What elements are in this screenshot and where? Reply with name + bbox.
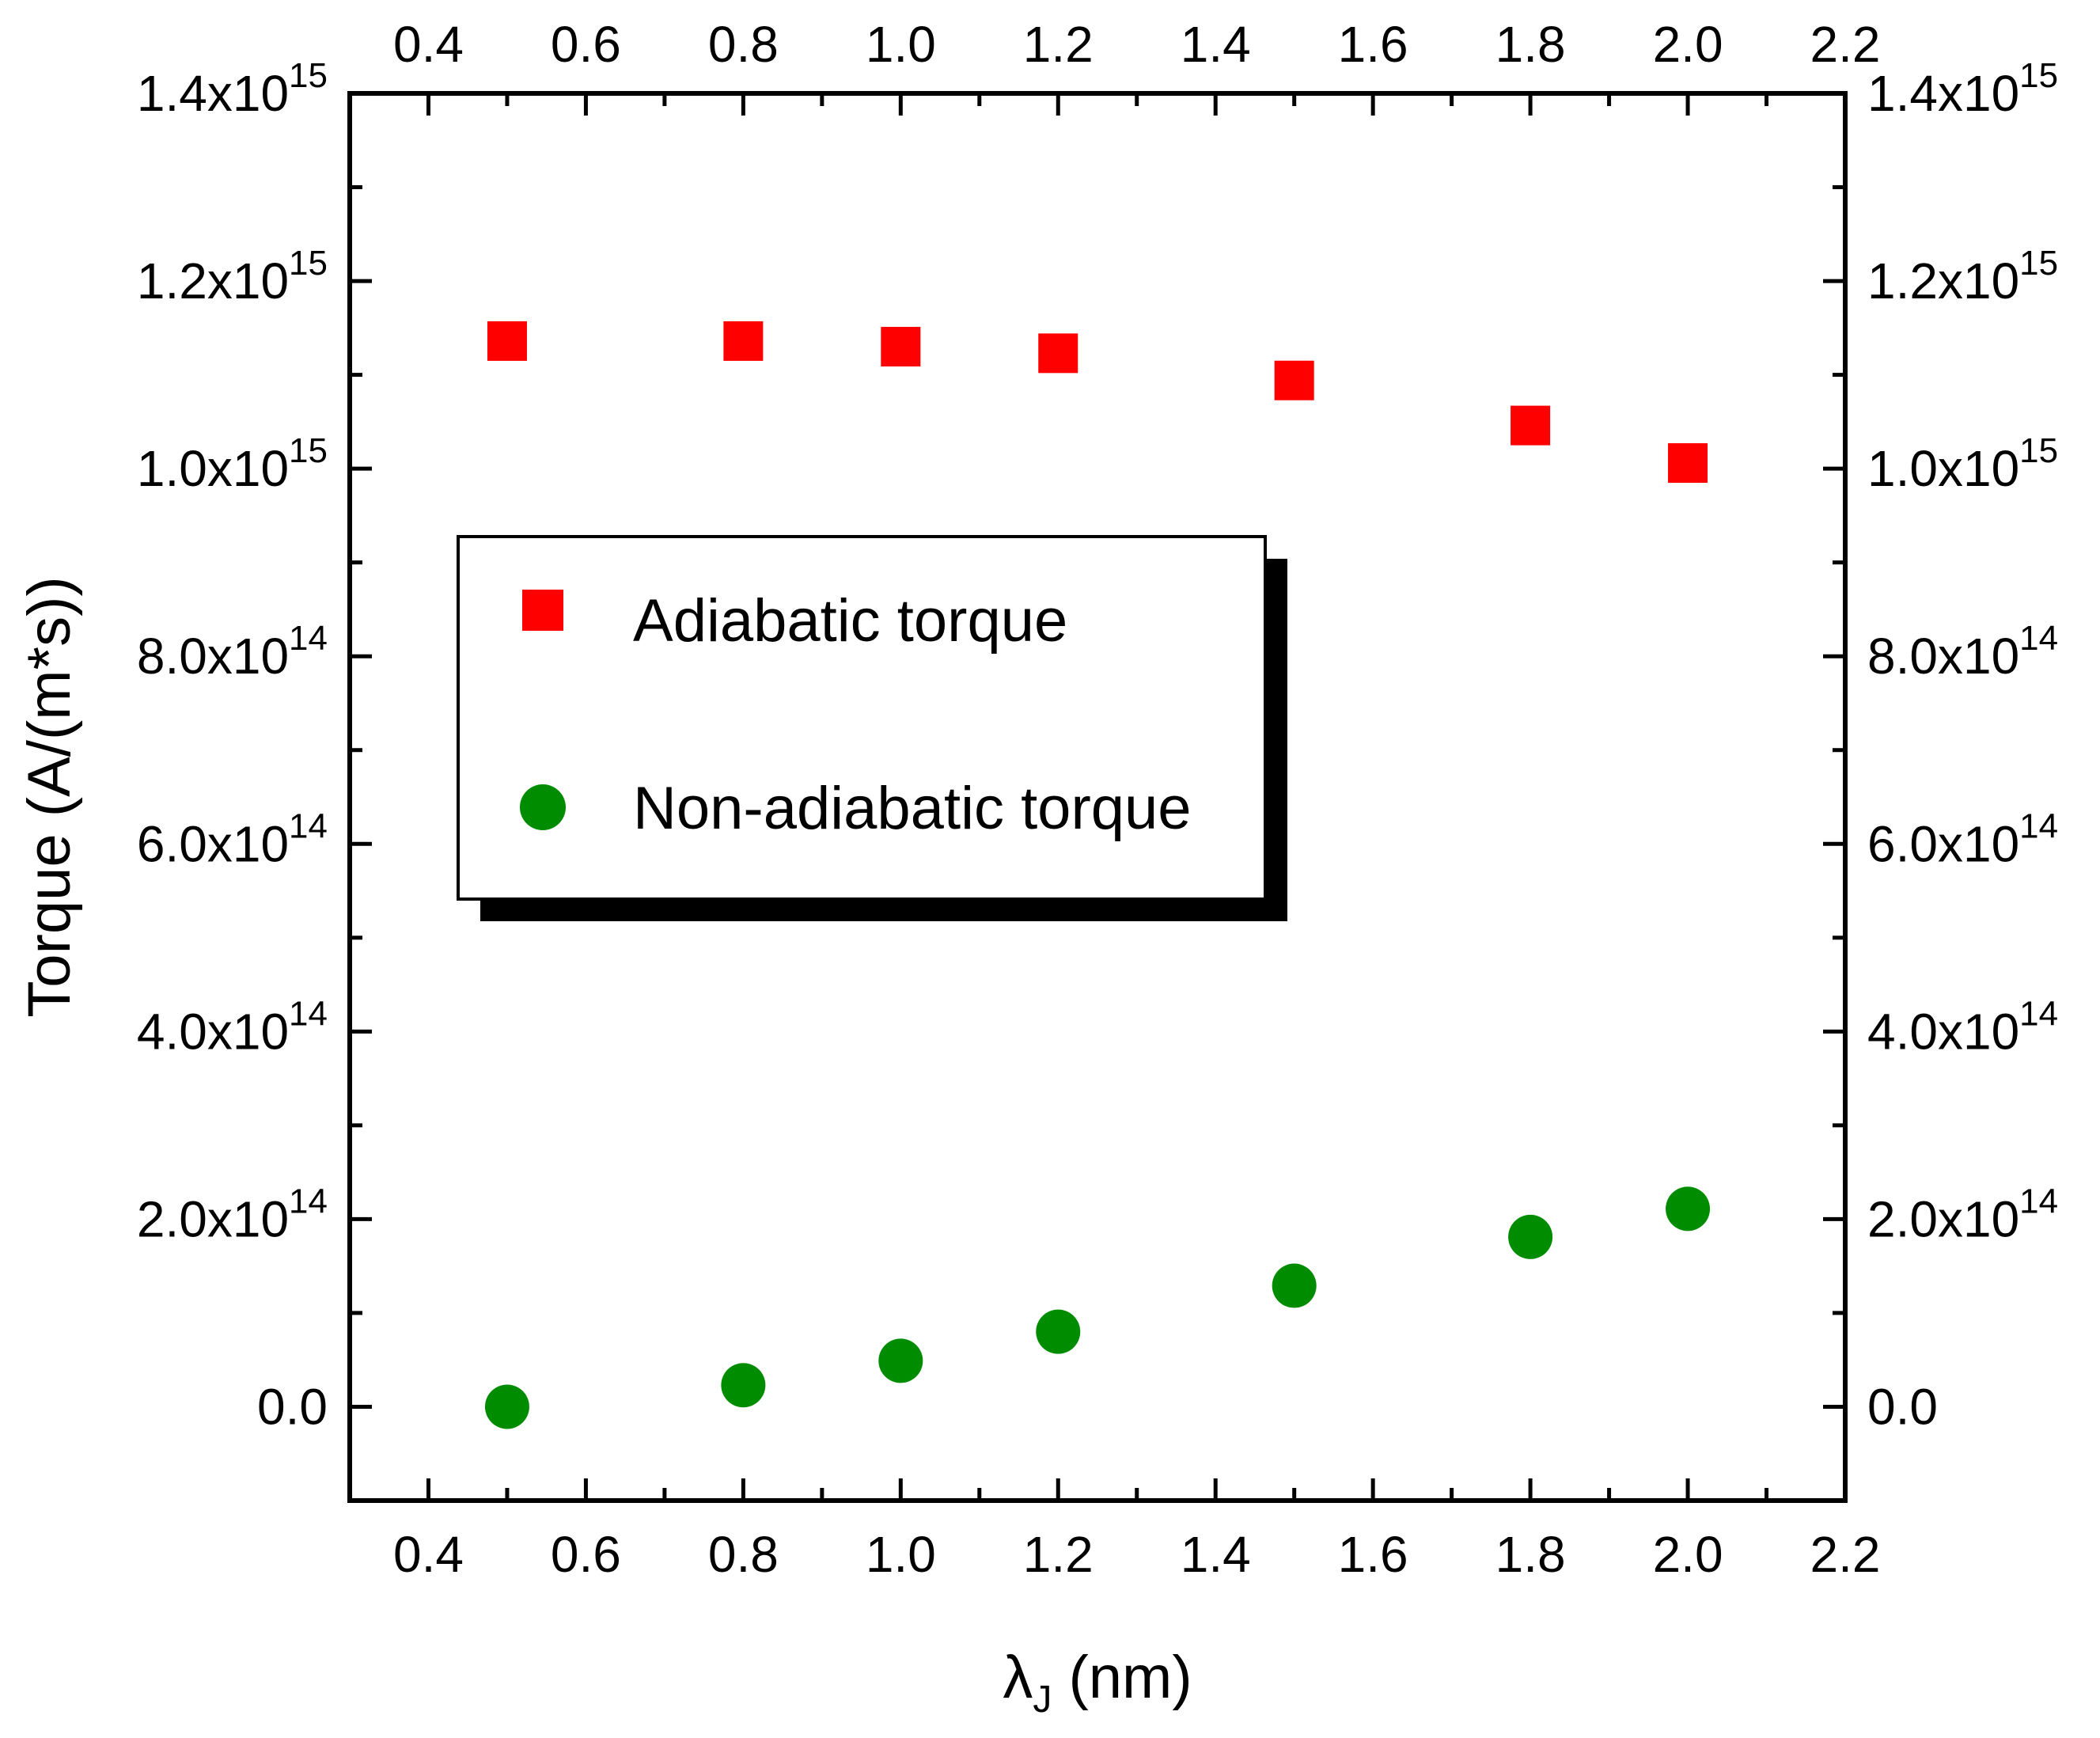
x-tick-label-bottom: 1.4 xyxy=(1181,1526,1251,1583)
y-tick-label-right: 1.2x1015 xyxy=(1867,244,2058,309)
x-tick-label-bottom: 2.0 xyxy=(1653,1526,1723,1583)
data-point-square xyxy=(881,327,921,367)
x-tick-label-bottom: 1.8 xyxy=(1495,1526,1566,1583)
y-tick-label-right: 1.0x1015 xyxy=(1867,431,2058,497)
y-tick-label-left: 1.0x1015 xyxy=(137,431,328,497)
legend-marker-nonadiabatic xyxy=(520,784,566,830)
legend-label-adiabatic: Adiabatic torque xyxy=(633,587,1067,655)
x-tick-label-top: 1.4 xyxy=(1181,16,1251,73)
y-tick-label-left: 1.4x1015 xyxy=(137,56,328,122)
data-point-square xyxy=(487,321,527,361)
data-point-square xyxy=(1668,443,1708,484)
x-tick-label-top: 2.2 xyxy=(1810,16,1881,73)
x-tick-label-bottom: 1.2 xyxy=(1023,1526,1094,1583)
y-tick-label-right: 6.0x1014 xyxy=(1867,806,2058,872)
x-tick-label-bottom: 2.2 xyxy=(1810,1526,1881,1583)
data-point-circle xyxy=(1272,1263,1317,1308)
y-tick-label-left: 8.0x1014 xyxy=(137,619,328,685)
data-point-square xyxy=(1511,405,1551,446)
plot-frame xyxy=(347,91,1848,1503)
data-point-circle xyxy=(1666,1186,1711,1231)
x-tick-label-top: 0.4 xyxy=(393,16,464,73)
data-point-circle xyxy=(1508,1214,1553,1259)
x-tick-label-top: 1.2 xyxy=(1023,16,1094,73)
x-tick-label-bottom: 0.8 xyxy=(708,1526,779,1583)
data-point-circle xyxy=(721,1363,766,1408)
x-tick-label-bottom: 1.6 xyxy=(1338,1526,1408,1583)
x-tick-label-bottom: 0.6 xyxy=(551,1526,621,1583)
y-axis-label: Torque (A/(m*s)) xyxy=(16,576,83,1017)
y-tick-label-left: 0.0 xyxy=(257,1378,328,1435)
data-point-square xyxy=(1038,333,1078,374)
x-tick-label-top: 1.0 xyxy=(866,16,936,73)
data-point-circle xyxy=(878,1338,923,1383)
data-point-circle xyxy=(1036,1309,1081,1354)
x-tick-label-bottom: 0.4 xyxy=(393,1526,464,1583)
legend-box xyxy=(457,535,1267,901)
x-tick-label-top: 2.0 xyxy=(1653,16,1723,73)
y-tick-label-right: 1.4x1015 xyxy=(1867,56,2058,122)
y-tick-label-right: 2.0x1014 xyxy=(1867,1182,2058,1247)
y-tick-label-left: 6.0x1014 xyxy=(137,806,328,872)
x-tick-label-bottom: 1.0 xyxy=(866,1526,936,1583)
data-point-circle xyxy=(484,1384,529,1429)
y-tick-label-left: 2.0x1014 xyxy=(137,1182,328,1247)
legend-label-nonadiabatic: Non-adiabatic torque xyxy=(633,775,1192,842)
x-tick-label-top: 0.6 xyxy=(551,16,621,73)
x-axis-label: λJ (nm) xyxy=(1003,1644,1192,1721)
y-tick-label-left: 4.0x1014 xyxy=(137,994,328,1060)
y-tick-label-left: 1.2x1015 xyxy=(137,244,328,309)
x-tick-label-top: 1.6 xyxy=(1338,16,1408,73)
y-tick-label-right: 8.0x1014 xyxy=(1867,619,2058,685)
y-tick-label-right: 4.0x1014 xyxy=(1867,994,2058,1060)
legend: Adiabatic torque Non-adiabatic torque xyxy=(457,535,1287,921)
x-tick-label-top: 1.8 xyxy=(1495,16,1566,73)
data-point-square xyxy=(1274,360,1314,400)
x-tick-label-top: 0.8 xyxy=(708,16,779,73)
data-point-square xyxy=(723,321,764,361)
legend-marker-adiabatic xyxy=(522,590,563,631)
y-tick-label-right: 0.0 xyxy=(1867,1378,1938,1435)
